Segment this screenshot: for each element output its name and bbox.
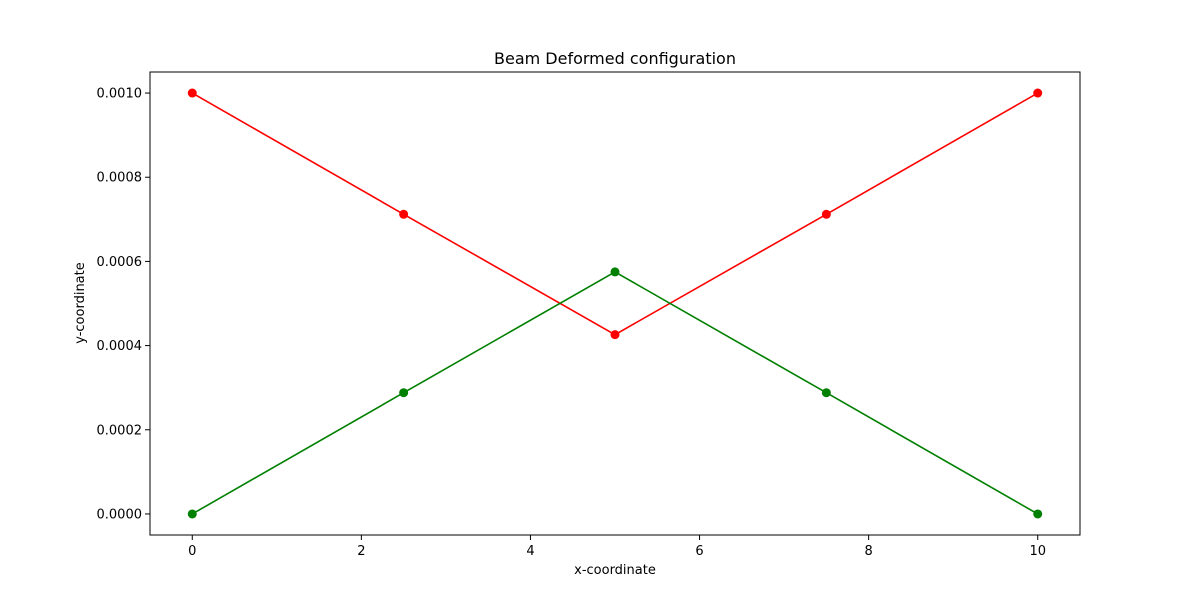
green-series-point-0 xyxy=(187,509,197,519)
red-series-point-3 xyxy=(821,209,831,219)
x-tick-label-1: 2 xyxy=(357,544,365,559)
x-tick-label-3: 6 xyxy=(695,544,703,559)
y-tick-label-1: 0.0002 xyxy=(97,423,143,438)
y-axis-label: y-coordinate xyxy=(73,262,88,344)
plot-area xyxy=(150,72,1080,535)
green-series-point-1 xyxy=(399,388,409,398)
red-series-point-0 xyxy=(187,88,197,98)
red-series-point-2 xyxy=(610,330,620,340)
series-layer xyxy=(187,88,1043,519)
y-tick-label-2: 0.0004 xyxy=(97,339,143,354)
y-tick-label-5: 0.0010 xyxy=(97,87,143,102)
y-tick-label-0: 0.0000 xyxy=(97,507,143,522)
green-series-point-3 xyxy=(821,388,831,398)
x-axis-ticks: 0 2 4 6 8 10 xyxy=(188,535,1046,559)
x-tick-label-0: 0 xyxy=(188,544,196,559)
y-tick-label-3: 0.0006 xyxy=(97,255,143,270)
x-tick-label-4: 8 xyxy=(864,544,872,559)
red-series-point-4 xyxy=(1033,88,1043,98)
x-tick-label-2: 4 xyxy=(526,544,534,559)
y-tick-label-4: 0.0008 xyxy=(97,171,143,186)
x-tick-label-5: 10 xyxy=(1029,544,1046,559)
plot-frame xyxy=(149,71,1081,536)
y-axis-ticks: 0.0000 0.0002 0.0004 0.0006 0.0008 0.0010 xyxy=(97,87,150,522)
red-series-point-1 xyxy=(399,209,409,219)
chart-title: Beam Deformed configuration xyxy=(494,49,736,68)
x-axis-label: x-coordinate xyxy=(574,563,656,578)
green-series-point-4 xyxy=(1033,509,1043,519)
green-series-point-2 xyxy=(610,267,620,277)
